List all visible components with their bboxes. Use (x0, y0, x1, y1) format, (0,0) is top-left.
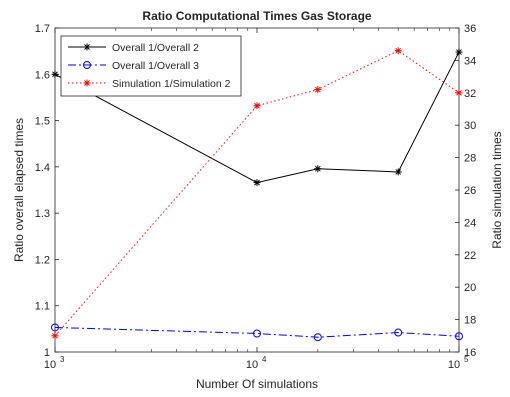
y-tick-left-label: 1.6 (35, 69, 50, 81)
y-tick-left-label: 1.5 (35, 116, 50, 128)
legend-label-2: Overall 1/Overall 3 (112, 60, 199, 72)
y-tick-right-label: 16 (464, 347, 476, 359)
y-tick-right-label: 22 (464, 250, 476, 262)
data-point-series-2 (455, 332, 463, 341)
x-tick-label-base: 10 (246, 359, 258, 371)
legend-marker-2 (83, 61, 91, 69)
legend: Overall 1/Overall 2 Overall 1/Overall 3 Si… (60, 35, 242, 97)
data-point-series-1 (51, 70, 59, 78)
legend-marker-1 (83, 43, 91, 51)
data-point-series-3 (455, 89, 463, 97)
legend-label-3: Simulation 1/Simulation 2 (112, 78, 231, 90)
y-tick-left-label: 1.3 (35, 208, 50, 220)
series-layer (51, 47, 463, 342)
data-point-series-3 (253, 102, 261, 110)
legend-marker-3 (83, 79, 91, 87)
y-tick-right-label: 30 (464, 120, 476, 132)
data-point-series-3 (51, 332, 59, 340)
y-tick-left-label: 1.1 (35, 301, 50, 313)
y-axis-label-right: Ratio simulation times (490, 131, 504, 248)
x-tick-label-base: 10 (448, 359, 460, 371)
y-tick-right-label: 20 (464, 282, 476, 294)
y-tick-right-label: 36 (464, 23, 476, 35)
y-tick-right-label: 26 (464, 185, 476, 197)
data-point-series-3 (314, 86, 322, 94)
y-tick-left-label: 1.2 (35, 254, 50, 266)
x-axis-label: Number Of simulations (196, 377, 318, 391)
series-line-2 (54, 326, 460, 338)
legend-box (60, 35, 242, 97)
y-tick-left-label: 1.4 (35, 162, 50, 174)
data-point-series-2 (51, 323, 59, 332)
y-tick-right-label: 28 (464, 153, 476, 165)
data-point-series-2 (253, 329, 261, 338)
data-point-series-1 (455, 48, 463, 56)
y-tick-right-label: 32 (464, 88, 476, 100)
data-point-series-3 (394, 47, 402, 55)
data-point-series-1 (253, 179, 261, 187)
y-tick-right-label: 34 (464, 55, 476, 67)
y-tick-right-label: 18 (464, 315, 476, 327)
y-axis-label-left: Ratio overall elapsed times (12, 118, 26, 262)
data-point-series-1 (394, 168, 402, 176)
x-tick-label-base: 10 (44, 359, 56, 371)
legend-label-1: Overall 1/Overall 2 (112, 42, 199, 54)
data-point-series-1 (314, 165, 322, 173)
data-point-series-2 (394, 328, 403, 337)
x-tick-label-exponent: 3 (60, 355, 65, 364)
y-tick-left-label: 1 (44, 347, 50, 359)
data-point-series-2 (313, 333, 322, 342)
y-tick-right-label: 24 (464, 217, 476, 229)
x-tick-label-exponent: 4 (262, 355, 267, 364)
ticks: 1 1.1 1.2 1.3 1.4 1.5 1.6 1.7 16 18 20 22 24 26 28 30 32… (35, 23, 477, 371)
chart-title: Ratio Computational Times Gas Storage (142, 9, 371, 23)
y-tick-left-label: 1.7 (35, 23, 50, 35)
x-tick-label-exponent: 5 (464, 355, 469, 364)
